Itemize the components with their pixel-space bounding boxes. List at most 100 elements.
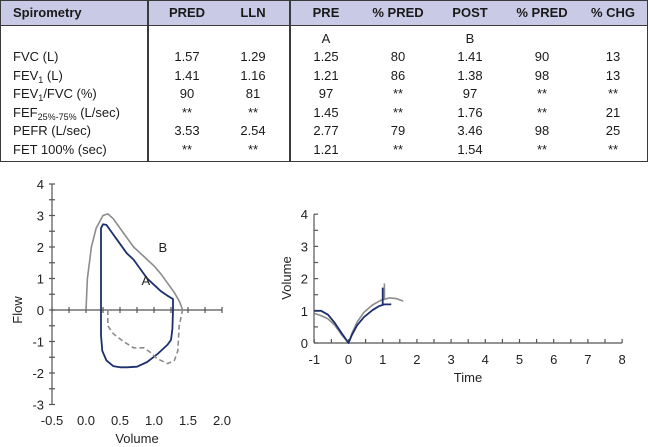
cell-pred: 1.41 (174, 67, 200, 83)
header-post-pct-pred: % PRED (516, 5, 568, 20)
y-tick-label: 4 (301, 207, 308, 222)
pre-inspiratory-curve (100, 309, 174, 369)
trial-label-b: B (465, 31, 475, 46)
x-tick-label: -1 (309, 352, 321, 367)
cell-chg: ** (607, 86, 619, 102)
cell-pre: 1.45 (313, 104, 339, 120)
header-post: POST (452, 5, 488, 20)
cell-pre: 1.21 (313, 142, 339, 157)
x-tick-label: 0.5 (111, 413, 129, 428)
pre-volume-time-curve (314, 303, 392, 344)
x-tick-label: 4 (482, 352, 489, 367)
row-label-subscript: 1 (38, 74, 44, 85)
cell-pre-pct: 79 (390, 123, 406, 139)
cell-post: 1.41 (457, 49, 483, 64)
x-tick-label: 7 (584, 352, 591, 367)
row-label-main: FEV (13, 67, 39, 83)
y-tick-label: 0 (37, 303, 44, 318)
row-label-main: FVC (L) (13, 49, 59, 64)
header-pct-chg: % CHG (590, 5, 636, 20)
x-tick-label: 1.0 (145, 413, 163, 428)
y-axis-label: Flow (10, 296, 25, 324)
header-spirometry: Spirometry (13, 5, 82, 20)
header-pre-pct-pred: % PRED (372, 5, 424, 20)
header-pre: PRE (312, 5, 340, 20)
row-label: PEFR (L/sec) (13, 122, 91, 140)
post-volume-time-curve (314, 297, 404, 344)
x-tick-label: 1 (379, 352, 386, 367)
cell-pre-pct: ** (392, 104, 404, 120)
cell-pred: ** (181, 104, 193, 120)
curve-annotation-b: B (159, 240, 168, 255)
row-label-main: FET 100% (sec) (13, 142, 107, 157)
header-pred: PRED (168, 5, 206, 20)
cell-post: 1.76 (457, 104, 483, 120)
y-tick-label: 3 (37, 209, 44, 224)
post-expiratory-curve (85, 213, 184, 311)
row-label-main: FEF (13, 104, 38, 120)
y-tick-label: 4 (37, 177, 44, 192)
cell-pred: ** (181, 142, 193, 157)
cell-chg: 13 (605, 49, 621, 64)
cell-chg: 21 (605, 104, 621, 120)
cell-post-pct: ** (536, 142, 548, 157)
x-tick-label: 2.0 (213, 413, 231, 428)
cell-lln: ** (247, 104, 259, 120)
x-tick-label: 3 (447, 352, 454, 367)
x-axis-label: Time (454, 370, 482, 385)
cell-pre: 1.25 (313, 49, 339, 64)
cell-post-pct: 90 (534, 49, 550, 64)
cell-pre-pct: ** (392, 142, 404, 157)
y-tick-label: 0 (301, 336, 308, 351)
cell-post-pct: ** (536, 86, 548, 102)
y-tick-label: -2 (32, 366, 44, 381)
header-lln: LLN (240, 5, 266, 20)
row-label-tail: /FVC (%) (43, 86, 97, 102)
x-tick-label: 0 (345, 352, 352, 367)
row-label: FET 100% (sec) (13, 141, 107, 159)
cell-pred: 3.53 (174, 123, 200, 139)
x-tick-label: 6 (550, 352, 557, 367)
spirometry-table: Spirometry PRED LLN PRE % PRED POST % PR… (0, 0, 648, 162)
cell-chg: ** (607, 142, 619, 157)
row-label: FEF25%-75% (L/sec) (13, 104, 120, 122)
cell-pre-pct: 80 (390, 49, 406, 64)
post-inspiratory-curve (107, 309, 184, 365)
cell-chg: 13 (605, 67, 621, 83)
cell-post: 97 (462, 86, 478, 102)
row-label-tail: (L/sec) (76, 104, 120, 120)
cell-chg: 25 (605, 123, 621, 139)
y-tick-label: 3 (301, 239, 308, 254)
pre-expiratory-curve (100, 223, 174, 310)
cell-post: 1.54 (457, 142, 483, 157)
x-tick-label: 0.0 (77, 413, 95, 428)
cell-lln: 1.29 (240, 49, 266, 64)
cell-lln: 2.54 (240, 123, 266, 139)
cell-post-pct: 98 (534, 123, 550, 139)
y-tick-label: -3 (32, 398, 44, 413)
x-tick-label: 5 (516, 352, 523, 367)
row-label: FEV1/FVC (%) (13, 85, 97, 103)
column-divider (289, 1, 291, 161)
cell-pre-pct: ** (392, 86, 404, 102)
y-tick-label: 2 (37, 240, 44, 255)
cell-pre: 97 (318, 86, 334, 102)
row-label-tail: (L) (43, 67, 63, 83)
x-tick-label: 8 (618, 352, 625, 367)
row-label: FEV1 (L) (13, 67, 63, 85)
cell-post-pct: 98 (534, 67, 550, 83)
curve-annotation-a: A (142, 273, 151, 288)
y-axis-label: Volume (279, 256, 294, 299)
y-tick-label: -1 (32, 335, 44, 350)
cell-post: 3.46 (457, 123, 483, 139)
cell-pred: 90 (179, 86, 195, 102)
cell-post: 1.38 (457, 67, 483, 83)
cell-lln: 1.16 (240, 67, 266, 83)
y-tick-label: 2 (301, 272, 308, 287)
x-tick-label: 1.5 (179, 413, 197, 428)
x-tick-label: -0.5 (41, 413, 63, 428)
row-label-subscript: 25%-75% (37, 111, 77, 122)
x-axis-label: Volume (115, 431, 158, 446)
